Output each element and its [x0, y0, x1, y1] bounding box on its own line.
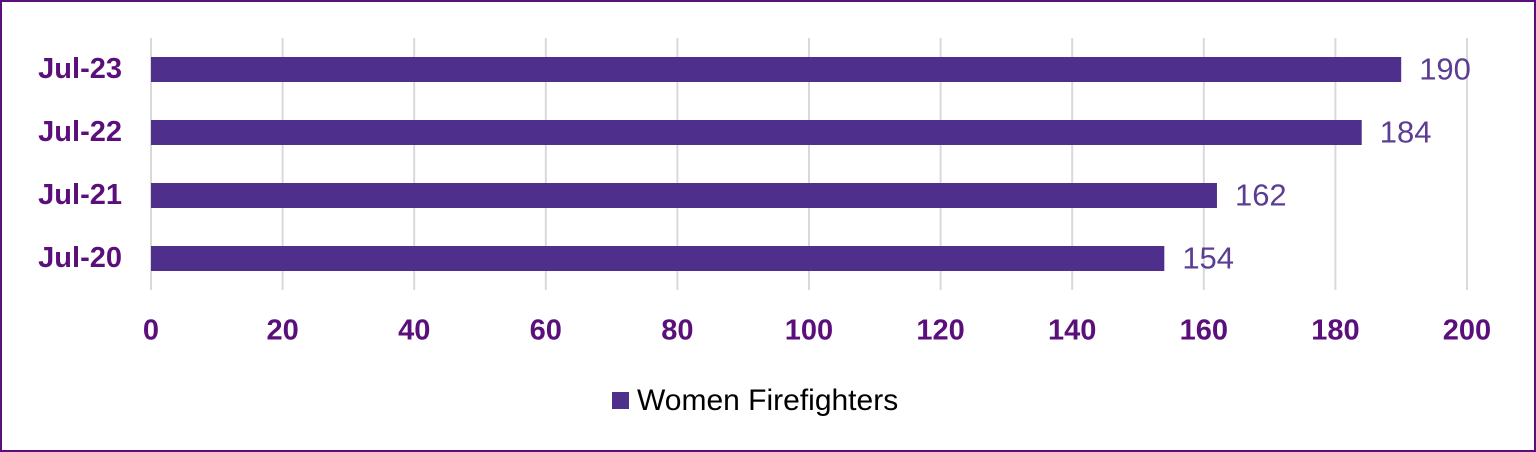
- x-tick-label: 20: [266, 315, 298, 347]
- y-tick-label: Jul-22: [38, 116, 122, 148]
- value-label: 154: [1182, 241, 1234, 276]
- x-tick-label: 80: [661, 315, 693, 347]
- x-tick-label: 160: [1180, 315, 1228, 347]
- x-tick-label: 0: [143, 315, 159, 347]
- bar: [151, 57, 1402, 82]
- legend-swatch: [612, 392, 629, 409]
- value-label: 184: [1380, 115, 1432, 150]
- legend-label: Women Firefighters: [637, 384, 898, 417]
- y-tick-label: Jul-21: [38, 179, 122, 211]
- value-label: 162: [1235, 178, 1287, 213]
- x-tick-label: 200: [1443, 315, 1491, 347]
- x-tick-label: 180: [1311, 315, 1359, 347]
- bar: [151, 183, 1217, 208]
- bar: [151, 120, 1362, 145]
- y-tick-label: Jul-20: [38, 242, 122, 274]
- x-tick-label: 100: [785, 315, 833, 347]
- x-tick-label: 40: [398, 315, 430, 347]
- x-tick-label: 60: [530, 315, 562, 347]
- y-tick-label: Jul-23: [38, 53, 122, 85]
- x-tick-label: 120: [916, 315, 964, 347]
- x-tick-label: 140: [1048, 315, 1096, 347]
- value-label: 190: [1419, 52, 1471, 87]
- bar: [151, 246, 1165, 271]
